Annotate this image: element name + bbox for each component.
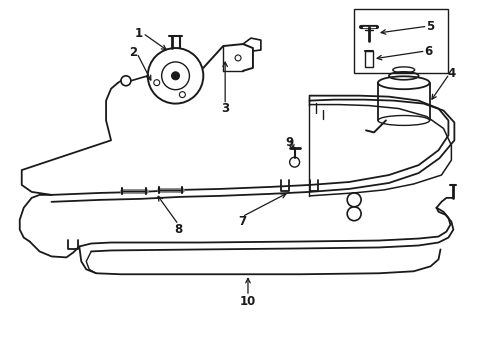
Text: 10: 10	[240, 294, 256, 307]
Text: 8: 8	[174, 223, 183, 236]
Bar	[365, 51, 373, 67]
Text: 7: 7	[238, 215, 246, 228]
Circle shape	[172, 72, 179, 80]
Text: 9: 9	[286, 136, 294, 149]
Text: 2: 2	[129, 46, 137, 59]
Bar	[354, 9, 448, 73]
Text: 5: 5	[426, 20, 435, 33]
Text: 3: 3	[221, 102, 229, 115]
Text: 6: 6	[424, 45, 433, 58]
Text: 1: 1	[135, 27, 143, 40]
Text: 4: 4	[447, 67, 456, 80]
